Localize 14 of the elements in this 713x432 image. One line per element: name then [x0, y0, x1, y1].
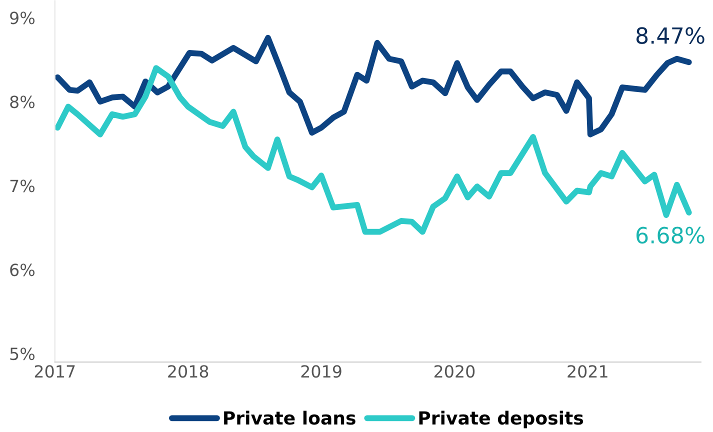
y-tick-label: 5% — [10, 348, 35, 360]
legend-label: Private loans — [224, 410, 356, 425]
annotation: 6.68% — [636, 226, 704, 244]
x-tick-label: 2017 — [34, 365, 75, 378]
y-tick-label: 6% — [10, 264, 35, 276]
y-tick-label: 7% — [10, 180, 35, 192]
x-tick-label: 2020 — [434, 365, 475, 378]
y-tick-label: 9% — [10, 12, 35, 24]
legend-label: Private deposits — [419, 410, 584, 428]
x-tick-label: 2019 — [301, 365, 342, 378]
x-tick-label: 2018 — [168, 365, 208, 378]
annotation: 8.47% — [636, 27, 704, 44]
x-tick-label: 2021 — [568, 365, 608, 378]
y-tick-label: 8% — [10, 96, 35, 108]
